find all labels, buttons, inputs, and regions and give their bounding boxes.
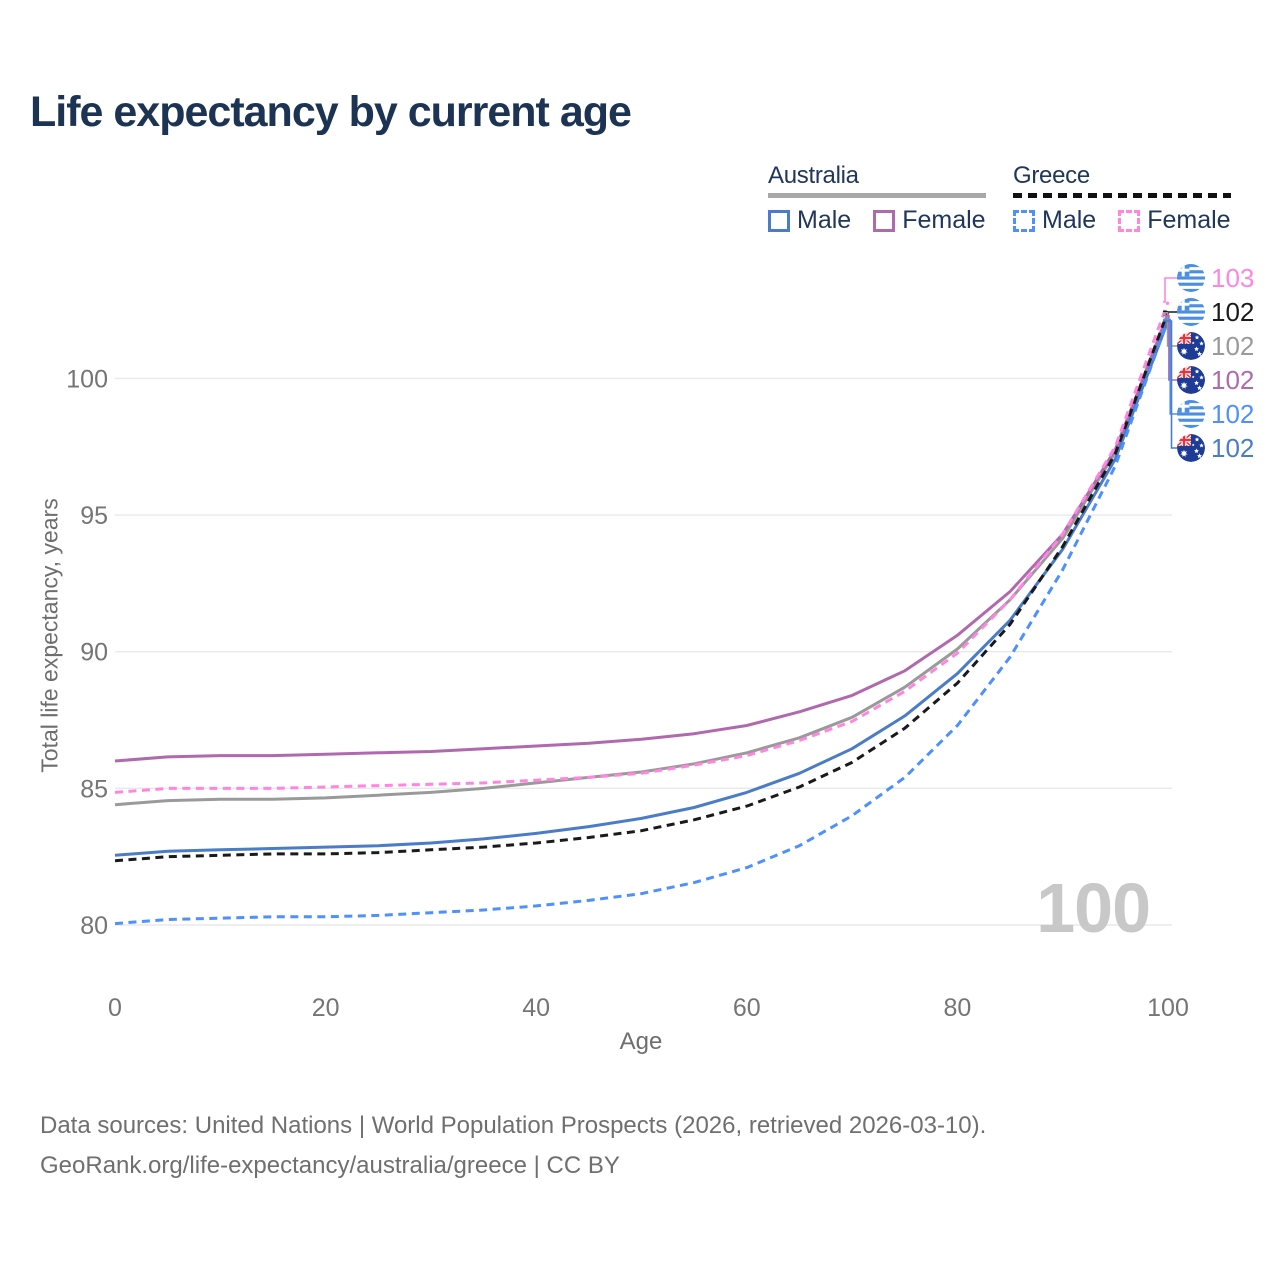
end-value-label-greece_female: 103 bbox=[1211, 263, 1254, 293]
x-tick-label-60: 60 bbox=[733, 994, 761, 1022]
end-label-connector-australia_male bbox=[1163, 320, 1177, 449]
series-line-australia_female bbox=[114, 314, 1170, 763]
legend-label-australia-female: Female bbox=[902, 206, 986, 234]
greece-flag-icon bbox=[1177, 264, 1205, 292]
legend-heading-australia: Australia bbox=[768, 162, 859, 189]
x-tick-label-20: 20 bbox=[312, 994, 340, 1022]
data-sources-line: Data sources: United Nations | World Pop… bbox=[40, 1112, 987, 1139]
legend-label-australia-male: Male bbox=[797, 206, 852, 234]
y-tick-label-90: 90 bbox=[80, 639, 108, 667]
end-label-connector-greece_all bbox=[1163, 310, 1177, 313]
checkbox-swatch-greece-female[interactable] bbox=[1118, 209, 1141, 232]
end-label-connector-greece_male bbox=[1163, 318, 1177, 415]
y-tick-label-95: 95 bbox=[80, 502, 108, 530]
australia-flag-icon bbox=[1177, 434, 1205, 462]
checkbox-swatch-australia-female[interactable] bbox=[873, 209, 896, 232]
series-line-greece_all bbox=[114, 310, 1170, 863]
legend-item-greece-female[interactable]: Female bbox=[1118, 206, 1231, 235]
page-title: Life expectancy by current age bbox=[30, 88, 632, 136]
series-line-australia_male bbox=[114, 320, 1170, 857]
australia-flag-icon bbox=[1177, 366, 1205, 394]
x-tick-label-40: 40 bbox=[522, 994, 550, 1022]
y-tick-label-100: 100 bbox=[66, 365, 108, 393]
end-value-label-australia_female: 102 bbox=[1211, 365, 1254, 395]
legend-line-sample-greece bbox=[1013, 193, 1231, 198]
credit-line: GeoRank.org/life-expectancy/australia/gr… bbox=[40, 1152, 620, 1179]
greece-flag-icon bbox=[1177, 400, 1205, 428]
legend-item-australia-male[interactable]: Male bbox=[768, 206, 851, 235]
legend-label-greece-male: Male bbox=[1042, 206, 1097, 234]
line-chart-svg: 103 102 102 102 102 102 80 85 90 95 100 0 20 40 60 80 1… bbox=[66, 263, 1254, 1022]
greece-flag-icon bbox=[1177, 298, 1205, 326]
checkbox-swatch-australia-male[interactable] bbox=[768, 209, 790, 232]
y-tick-label-85: 85 bbox=[80, 775, 108, 803]
legend-group-australia: Australia Male Female bbox=[768, 162, 986, 235]
end-label-connector-australia_female bbox=[1163, 314, 1177, 381]
legend-heading-greece: Greece bbox=[1013, 162, 1090, 189]
legend-item-greece-male[interactable]: Male bbox=[1013, 206, 1096, 235]
age-counter-watermark: 100 bbox=[1036, 869, 1151, 947]
end-value-label-australia_male: 102 bbox=[1211, 433, 1254, 463]
series-line-australia_all bbox=[114, 312, 1170, 807]
end-value-label-australia_all: 102 bbox=[1211, 331, 1254, 361]
checkbox-swatch-greece-male[interactable] bbox=[1013, 209, 1035, 232]
legend-label-greece-female: Female bbox=[1147, 206, 1231, 234]
legend-group-greece: Greece Male Female bbox=[1013, 162, 1231, 235]
x-axis-title: Age bbox=[619, 1028, 663, 1055]
end-value-label-greece_male: 102 bbox=[1211, 399, 1254, 429]
chart-area: 103 102 102 102 102 102 80 85 90 95 100 0 20 40 60 80 1… bbox=[0, 250, 1280, 1080]
legend-item-australia-female[interactable]: Female bbox=[873, 206, 986, 235]
end-label-connector-greece_female bbox=[1163, 277, 1177, 303]
y-axis-title: Total life expectancy, years bbox=[36, 498, 63, 773]
y-tick-label-80: 80 bbox=[80, 912, 108, 940]
source-attribution: Data sources: United Nations | World Pop… bbox=[40, 1106, 986, 1186]
end-value-label-greece_all: 102 bbox=[1211, 297, 1254, 327]
australia-flag-icon bbox=[1177, 332, 1205, 360]
series-line-greece_female bbox=[114, 301, 1170, 794]
x-tick-label-0: 0 bbox=[108, 994, 122, 1022]
series-line-greece_male bbox=[114, 319, 1170, 926]
legend-line-sample-australia bbox=[768, 193, 986, 198]
x-tick-label-80: 80 bbox=[943, 994, 971, 1022]
x-tick-label-100: 100 bbox=[1147, 994, 1189, 1022]
